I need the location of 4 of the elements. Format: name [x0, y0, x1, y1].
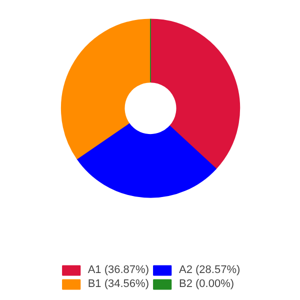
legend-label: B1 (34.56%): [88, 278, 149, 290]
legend-label: B2 (0.00%): [179, 278, 234, 290]
legend-label: A2 (28.57%): [179, 264, 240, 276]
legend-label: A1 (36.87%): [88, 264, 149, 276]
